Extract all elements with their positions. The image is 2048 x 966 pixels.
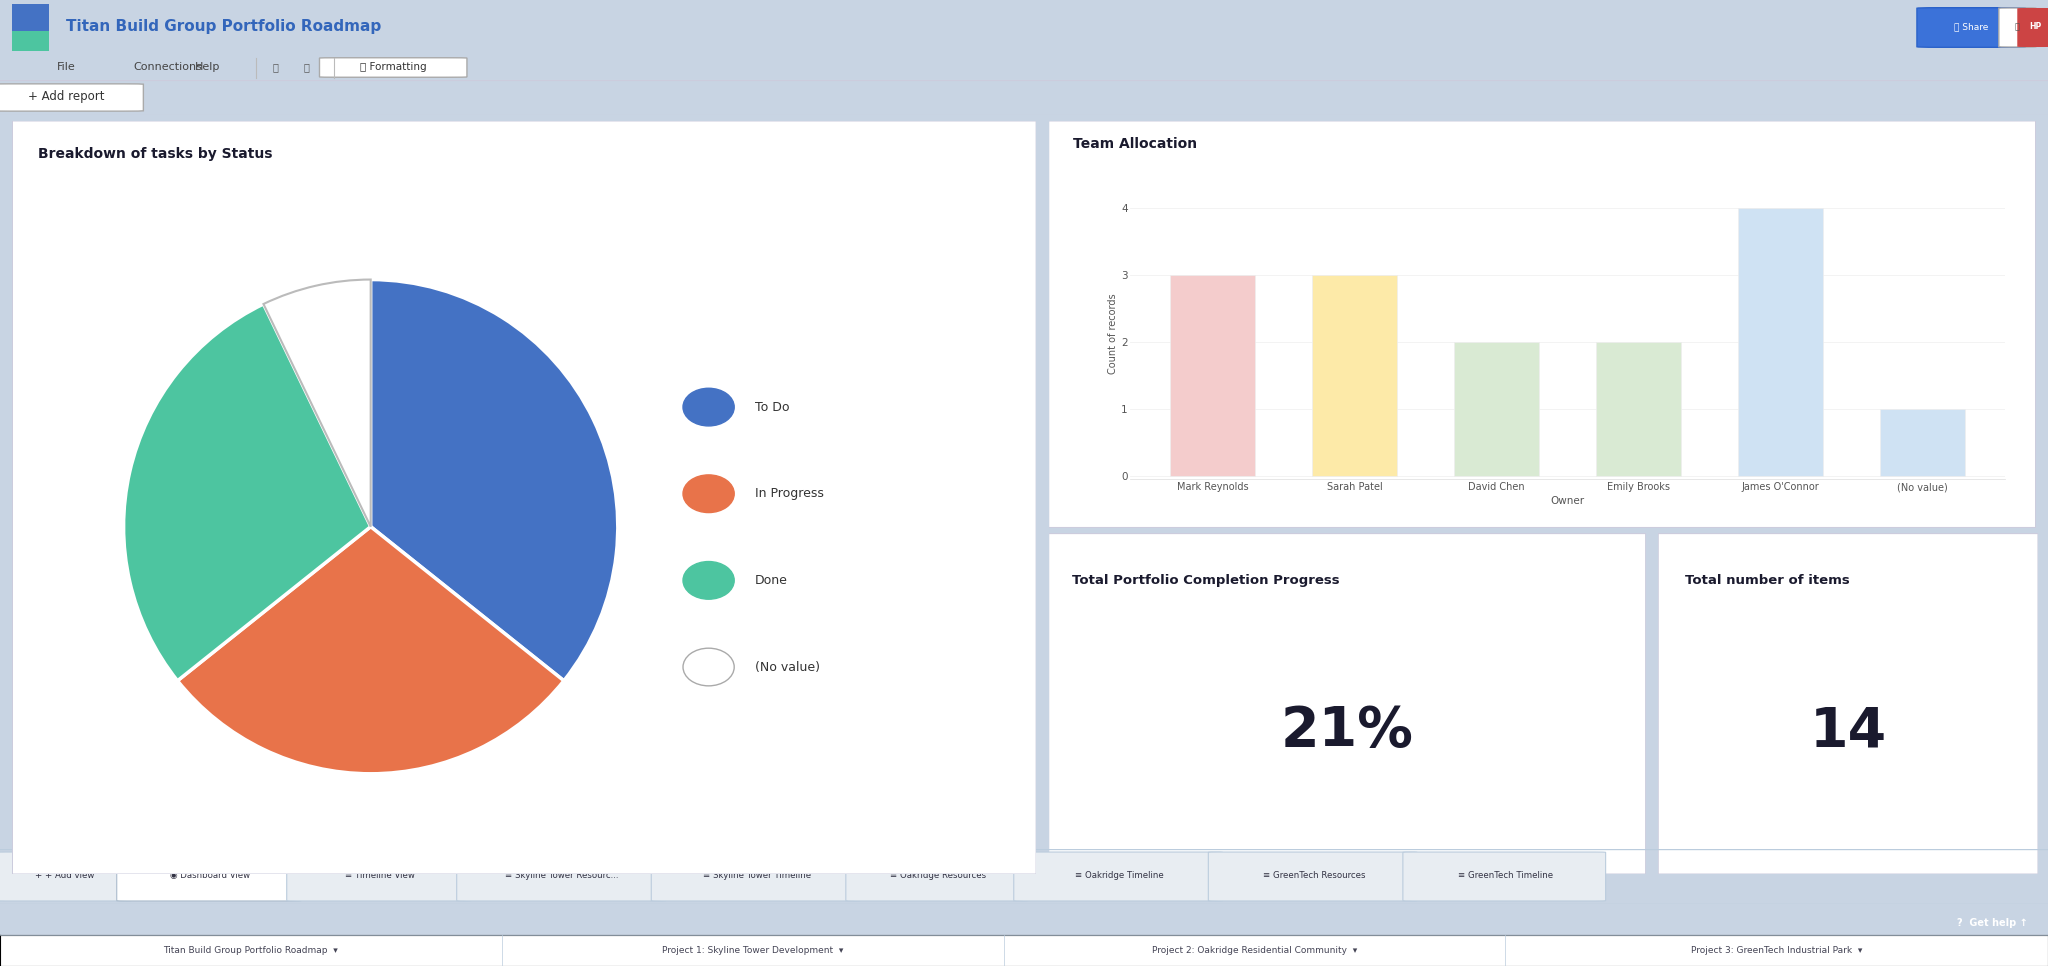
Bar bbox=[1880, 410, 1966, 476]
Y-axis label: Count of records: Count of records bbox=[1108, 294, 1118, 374]
Wedge shape bbox=[123, 304, 371, 681]
Text: Project 2: Oakridge Residential Community  ▾: Project 2: Oakridge Residential Communit… bbox=[1151, 946, 1358, 955]
Text: 🔗: 🔗 bbox=[2015, 22, 2019, 31]
FancyBboxPatch shape bbox=[0, 84, 143, 111]
FancyBboxPatch shape bbox=[1014, 852, 1223, 901]
Text: Titan Build Group Portfolio Roadmap: Titan Build Group Portfolio Roadmap bbox=[66, 19, 381, 34]
Text: To Do: To Do bbox=[756, 401, 788, 413]
Circle shape bbox=[682, 475, 735, 513]
Text: Total Portfolio Completion Progress: Total Portfolio Completion Progress bbox=[1073, 575, 1339, 587]
Text: Titan Build Group Portfolio Roadmap  ▾: Titan Build Group Portfolio Roadmap ▾ bbox=[164, 946, 338, 955]
Text: ≡ Skyline Tower Timeline: ≡ Skyline Tower Timeline bbox=[702, 871, 811, 880]
Circle shape bbox=[682, 388, 735, 426]
Text: ◉ Dashboard View: ◉ Dashboard View bbox=[170, 871, 250, 880]
Bar bbox=[1313, 275, 1397, 476]
Wedge shape bbox=[264, 279, 371, 526]
FancyBboxPatch shape bbox=[12, 5, 49, 50]
Text: ?  Get help ↑: ? Get help ↑ bbox=[1958, 918, 2028, 928]
Text: File: File bbox=[57, 63, 76, 72]
Text: ≡ Oakridge Resources: ≡ Oakridge Resources bbox=[891, 871, 985, 880]
FancyBboxPatch shape bbox=[287, 852, 471, 901]
Text: Project 3: GreenTech Industrial Park  ▾: Project 3: GreenTech Industrial Park ▾ bbox=[1692, 946, 1862, 955]
FancyBboxPatch shape bbox=[457, 852, 666, 901]
Text: ≡ GreenTech Resources: ≡ GreenTech Resources bbox=[1262, 871, 1366, 880]
Text: Project 1: Skyline Tower Development  ▾: Project 1: Skyline Tower Development ▾ bbox=[662, 946, 844, 955]
Text: ≡ Skyline Tower Resourc...: ≡ Skyline Tower Resourc... bbox=[506, 871, 618, 880]
FancyBboxPatch shape bbox=[1659, 533, 2038, 874]
FancyBboxPatch shape bbox=[1999, 8, 2036, 47]
Text: + Add report: + Add report bbox=[29, 90, 104, 103]
FancyBboxPatch shape bbox=[1917, 8, 2025, 47]
FancyBboxPatch shape bbox=[1208, 852, 1417, 901]
Bar bbox=[1169, 275, 1255, 476]
FancyBboxPatch shape bbox=[846, 852, 1028, 901]
Text: 14: 14 bbox=[1810, 704, 1886, 758]
Text: ≡ Oakridge Timeline: ≡ Oakridge Timeline bbox=[1075, 871, 1163, 880]
Text: 🎨 Formatting: 🎨 Formatting bbox=[360, 62, 426, 72]
Wedge shape bbox=[178, 526, 563, 774]
FancyBboxPatch shape bbox=[651, 852, 860, 901]
Text: ≡ Timeline View: ≡ Timeline View bbox=[344, 871, 416, 880]
Text: 🌤: 🌤 bbox=[272, 63, 279, 72]
Circle shape bbox=[682, 648, 735, 686]
Text: 💬: 💬 bbox=[303, 63, 309, 72]
FancyBboxPatch shape bbox=[319, 58, 467, 77]
FancyBboxPatch shape bbox=[12, 121, 1036, 874]
Text: ≡ GreenTech Timeline: ≡ GreenTech Timeline bbox=[1458, 871, 1552, 880]
FancyBboxPatch shape bbox=[2017, 8, 2048, 47]
Text: Team Allocation: Team Allocation bbox=[1073, 137, 1198, 151]
Text: + + Add view: + + Add view bbox=[35, 871, 94, 880]
FancyBboxPatch shape bbox=[12, 31, 49, 50]
Wedge shape bbox=[371, 279, 618, 681]
FancyBboxPatch shape bbox=[1403, 852, 1606, 901]
FancyBboxPatch shape bbox=[117, 852, 301, 901]
Text: Total number of items: Total number of items bbox=[1686, 575, 1849, 587]
Text: 21%: 21% bbox=[1280, 704, 1413, 758]
Text: HP: HP bbox=[2030, 22, 2042, 31]
Text: Help: Help bbox=[195, 63, 219, 72]
Bar bbox=[1454, 342, 1540, 476]
Circle shape bbox=[682, 561, 735, 599]
X-axis label: Owner: Owner bbox=[1550, 497, 1585, 506]
Text: Breakdown of tasks by Status: Breakdown of tasks by Status bbox=[39, 147, 272, 161]
Text: (No value): (No value) bbox=[756, 661, 819, 673]
FancyBboxPatch shape bbox=[0, 852, 131, 901]
Text: In Progress: In Progress bbox=[756, 487, 823, 500]
Text: 👥 Share: 👥 Share bbox=[1954, 22, 1989, 31]
FancyBboxPatch shape bbox=[1049, 121, 2036, 527]
Text: Connections: Connections bbox=[133, 63, 203, 72]
Bar bbox=[1595, 342, 1681, 476]
Text: Done: Done bbox=[756, 574, 788, 587]
Bar bbox=[1739, 209, 1823, 476]
FancyBboxPatch shape bbox=[1049, 533, 1647, 874]
